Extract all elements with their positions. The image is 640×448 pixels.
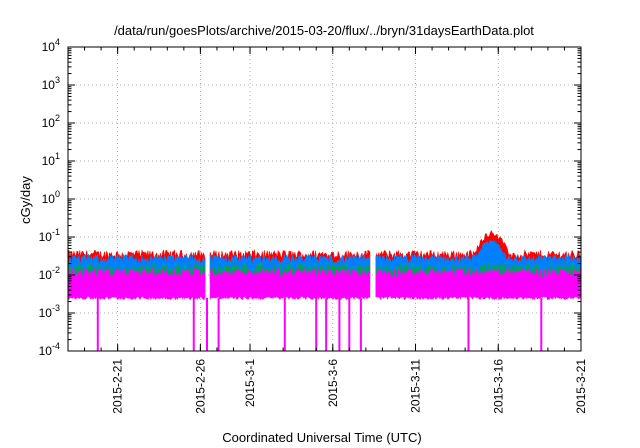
y-tick-labels: 10-4 10-3 10-2 10-1 100 101 102 103 104	[39, 37, 60, 358]
y-tick-label: 10-3	[39, 303, 60, 320]
plot-frame	[67, 46, 582, 352]
x-tick-labels: 2015-2-21 2015-2-26 2015-3-1 2015-3-6 2015-3…	[111, 359, 588, 414]
series-band	[67, 267, 206, 301]
chart-title: /data/run/goesPlots/archive/2015-03-20/f…	[114, 23, 534, 38]
y-tick-label: 104	[42, 37, 60, 54]
x-tick-label: 2015-3-1	[243, 359, 257, 407]
x-tick-label: 2015-3-21	[574, 359, 588, 414]
plot-data	[67, 229, 582, 351]
series-band	[209, 267, 371, 301]
x-tick-label: 2015-3-11	[409, 359, 423, 413]
y-tick-label: 10-1	[39, 227, 60, 244]
y-tick-label: 10-4	[39, 341, 60, 358]
x-tick-label: 2015-3-6	[326, 359, 340, 407]
y-tick-label: 100	[42, 189, 60, 206]
x-tick-label: 2015-2-26	[193, 359, 207, 414]
y-tick-label: 103	[42, 75, 60, 92]
y-axis-label: cGy/day	[18, 176, 33, 224]
ticks	[67, 46, 582, 352]
x-tick-label: 2015-2-21	[111, 359, 125, 414]
y-tick-label: 101	[42, 151, 60, 168]
y-tick-label: 10-2	[39, 265, 60, 282]
grid	[68, 47, 581, 351]
x-tick-label: 2015-3-16	[491, 359, 505, 414]
y-tick-label: 102	[42, 113, 60, 130]
x-axis-label: Coordinated Universal Time (UTC)	[222, 430, 421, 445]
